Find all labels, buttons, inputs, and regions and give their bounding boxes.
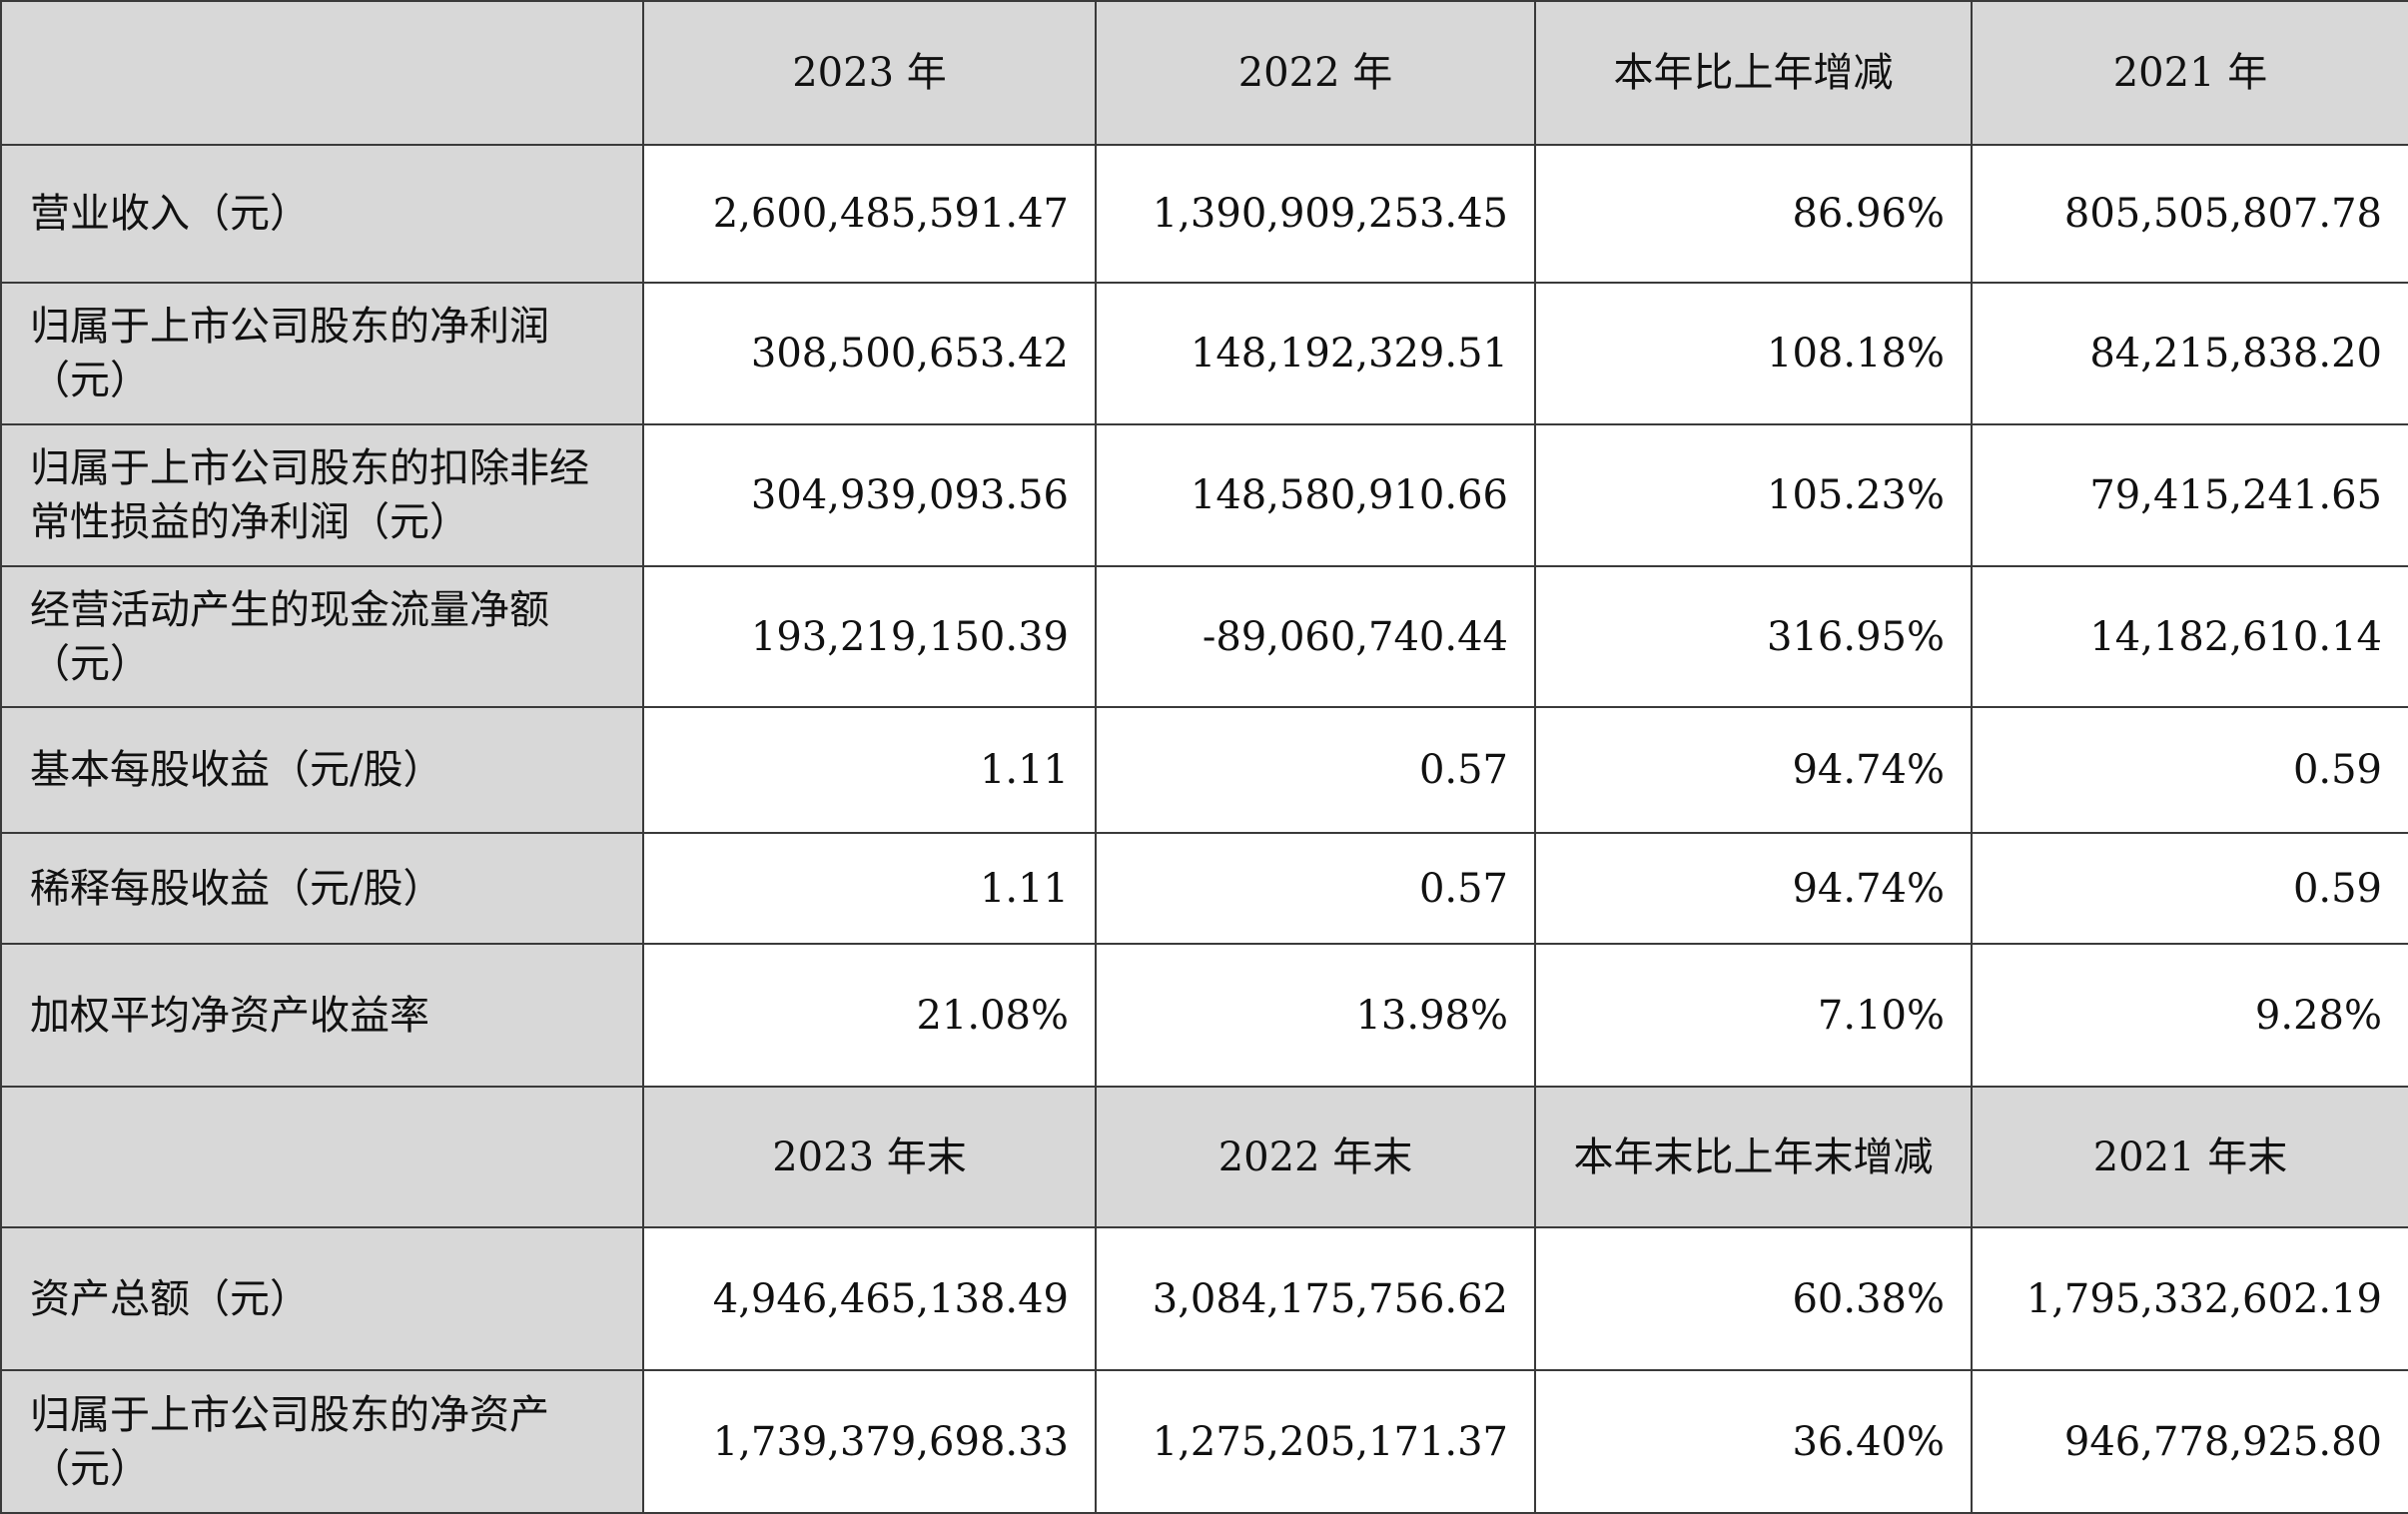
header-2021-year-end: 2021 年末 [1971, 1086, 2408, 1228]
cell-value: 308,500,653.42 [642, 282, 1097, 425]
row-label-net-assets: 归属于上市公司股东的净资产（元） [0, 1369, 644, 1514]
cell-value: 14,182,610.14 [1971, 565, 2408, 708]
cell-value: 4,946,465,138.49 [642, 1226, 1097, 1371]
row-label-weighted-roe: 加权平均净资产收益率 [0, 943, 644, 1088]
cell-value: 148,580,910.66 [1095, 423, 1536, 567]
cell-value: 0.59 [1971, 832, 2408, 945]
cell-value: 1,739,379,698.33 [642, 1369, 1097, 1514]
row-label-basic-eps: 基本每股收益（元/股） [0, 706, 644, 834]
header-2023-year-end: 2023 年末 [642, 1086, 1097, 1228]
table-row: 经营活动产生的现金流量净额（元） 193,219,150.39 -89,060,… [0, 565, 2408, 708]
cell-value: 7.10% [1534, 943, 1973, 1088]
cell-value: 304,939,093.56 [642, 423, 1097, 567]
cell-value: 86.96% [1534, 144, 1973, 284]
cell-value: 84,215,838.20 [1971, 282, 2408, 425]
table-row: 稀释每股收益（元/股） 1.11 0.57 94.74% 0.59 [0, 832, 2408, 945]
cell-value: 60.38% [1534, 1226, 1973, 1371]
cell-value: 108.18% [1534, 282, 1973, 425]
row-label-total-assets: 资产总额（元） [0, 1226, 644, 1371]
cell-value: 9.28% [1971, 943, 2408, 1088]
cell-value: 1.11 [642, 832, 1097, 945]
row-label-diluted-eps: 稀释每股收益（元/股） [0, 832, 644, 945]
header-corner-cell [0, 1086, 644, 1228]
cell-value: 36.40% [1534, 1369, 1973, 1514]
cell-value: -89,060,740.44 [1095, 565, 1536, 708]
header-row-year-end: 2023 年末 2022 年末 本年末比上年末增减 2021 年末 [0, 1086, 2408, 1228]
cell-value: 2,600,485,591.47 [642, 144, 1097, 284]
cell-value: 0.57 [1095, 832, 1536, 945]
header-row-annual: 2023 年 2022 年 本年比上年增减 2021 年 [0, 0, 2408, 146]
row-label-operating-cash-flow: 经营活动产生的现金流量净额（元） [0, 565, 644, 708]
cell-value: 3,084,175,756.62 [1095, 1226, 1536, 1371]
table-row: 归属于上市公司股东的净利润（元） 308,500,653.42 148,192,… [0, 282, 2408, 425]
row-label-revenue: 营业收入（元） [0, 144, 644, 284]
row-label-net-profit: 归属于上市公司股东的净利润（元） [0, 282, 644, 425]
table-row: 归属于上市公司股东的扣除非经常性损益的净利润（元） 304,939,093.56… [0, 423, 2408, 567]
header-2022: 2022 年 [1095, 0, 1536, 146]
header-2022-year-end: 2022 年末 [1095, 1086, 1536, 1228]
cell-value: 79,415,241.65 [1971, 423, 2408, 567]
cell-value: 13.98% [1095, 943, 1536, 1088]
header-yoy-change: 本年比上年增减 [1534, 0, 1973, 146]
table-row: 归属于上市公司股东的净资产（元） 1,739,379,698.33 1,275,… [0, 1369, 2408, 1514]
cell-value: 316.95% [1534, 565, 1973, 708]
header-year-end-change: 本年末比上年末增减 [1534, 1086, 1973, 1228]
cell-value: 193,219,150.39 [642, 565, 1097, 708]
cell-value: 1,390,909,253.45 [1095, 144, 1536, 284]
table-row: 营业收入（元） 2,600,485,591.47 1,390,909,253.4… [0, 144, 2408, 284]
table-row: 资产总额（元） 4,946,465,138.49 3,084,175,756.6… [0, 1226, 2408, 1371]
cell-value: 0.59 [1971, 706, 2408, 834]
cell-value: 21.08% [642, 943, 1097, 1088]
table-row: 基本每股收益（元/股） 1.11 0.57 94.74% 0.59 [0, 706, 2408, 834]
cell-value: 1,795,332,602.19 [1971, 1226, 2408, 1371]
cell-value: 805,505,807.78 [1971, 144, 2408, 284]
cell-value: 0.57 [1095, 706, 1536, 834]
row-label-net-profit-non-recurring: 归属于上市公司股东的扣除非经常性损益的净利润（元） [0, 423, 644, 567]
cell-value: 94.74% [1534, 832, 1973, 945]
cell-value: 1,275,205,171.37 [1095, 1369, 1536, 1514]
header-2021: 2021 年 [1971, 0, 2408, 146]
cell-value: 94.74% [1534, 706, 1973, 834]
header-corner-cell [0, 0, 644, 146]
cell-value: 1.11 [642, 706, 1097, 834]
table-row: 加权平均净资产收益率 21.08% 13.98% 7.10% 9.28% [0, 943, 2408, 1088]
cell-value: 946,778,925.80 [1971, 1369, 2408, 1514]
header-2023: 2023 年 [642, 0, 1097, 146]
cell-value: 148,192,329.51 [1095, 282, 1536, 425]
cell-value: 105.23% [1534, 423, 1973, 567]
